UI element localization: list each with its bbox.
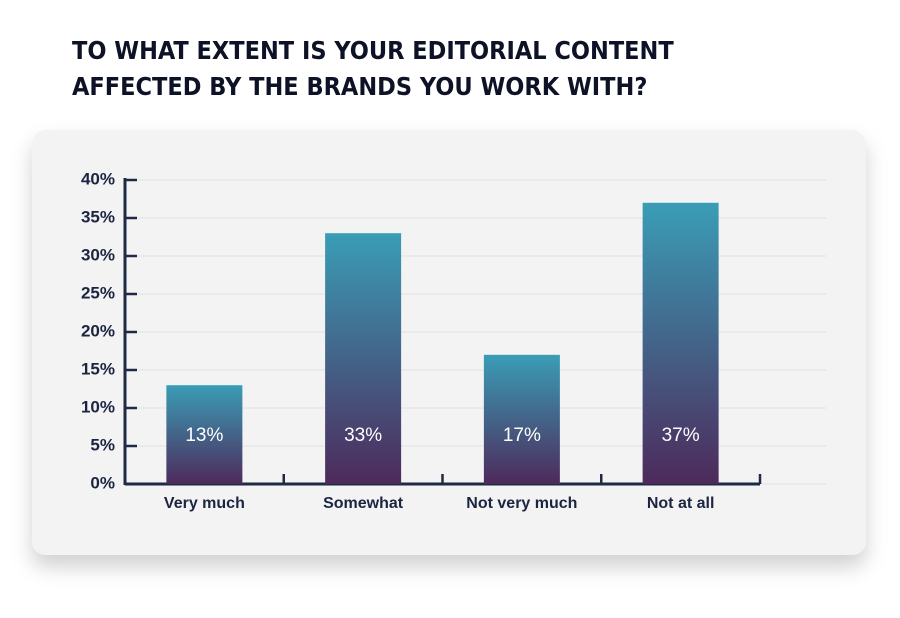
chart-title: TO WHAT EXTENT IS YOUR EDITORIAL CONTENT <box>72 36 674 65</box>
x-tick-label: Very much <box>164 495 245 512</box>
y-tick-label: 15% <box>81 359 115 378</box>
y-tick-label: 20% <box>81 321 115 340</box>
y-tick-label: 30% <box>81 245 115 264</box>
value-label: 37% <box>662 425 700 446</box>
x-tick-label: Not very much <box>466 495 577 512</box>
bar <box>483 354 560 484</box>
value-label: 33% <box>344 425 382 446</box>
x-tick-label: Somewhat <box>323 495 404 512</box>
x-tick-label: Not at all <box>647 495 715 512</box>
bar <box>642 202 719 485</box>
bar <box>166 385 243 484</box>
y-tick-label: 10% <box>81 397 115 416</box>
y-tick-label: 5% <box>90 435 115 454</box>
card <box>32 130 866 555</box>
chart-title: AFFECTED BY THE BRANDS YOU WORK WITH? <box>72 72 647 101</box>
y-tick-label: 25% <box>81 283 115 302</box>
y-tick-label: 35% <box>81 207 115 226</box>
bar <box>325 233 402 484</box>
value-label: 13% <box>185 425 223 446</box>
y-tick-label: 40% <box>81 169 115 188</box>
y-tick-label: 0% <box>90 473 115 492</box>
value-label: 17% <box>503 425 541 446</box>
